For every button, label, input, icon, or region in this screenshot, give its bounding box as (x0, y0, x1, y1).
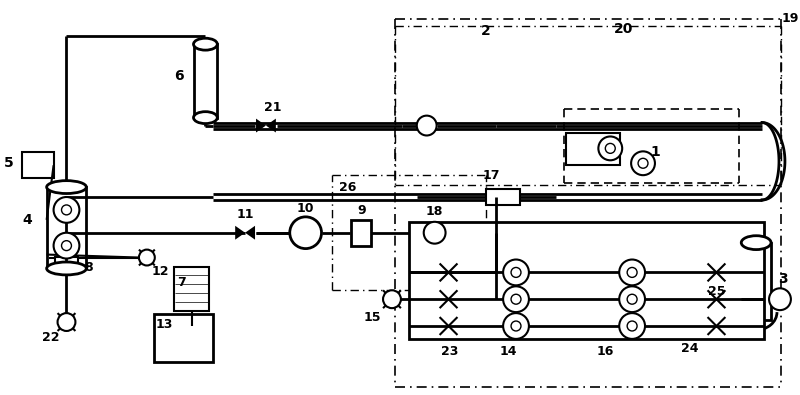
Bar (194, 44, 218, 118)
Text: 12: 12 (152, 265, 170, 278)
Polygon shape (245, 226, 255, 240)
Text: 26: 26 (338, 181, 356, 194)
Bar (54, 256, 78, 275)
Circle shape (54, 197, 79, 223)
Circle shape (619, 260, 645, 285)
Text: 1: 1 (650, 145, 660, 159)
Ellipse shape (46, 262, 86, 275)
Polygon shape (235, 226, 245, 240)
Circle shape (627, 294, 637, 304)
Circle shape (58, 313, 75, 331)
Text: 17: 17 (482, 169, 500, 182)
Circle shape (598, 136, 622, 160)
Text: 13: 13 (156, 318, 173, 331)
Circle shape (503, 313, 529, 339)
Text: 25: 25 (708, 285, 726, 298)
Text: 24: 24 (681, 342, 698, 356)
Circle shape (290, 217, 322, 248)
Circle shape (503, 286, 529, 312)
Circle shape (54, 233, 79, 259)
Bar (154, 314, 214, 362)
Text: 23: 23 (441, 345, 458, 358)
Circle shape (511, 294, 521, 304)
Bar (486, 189, 520, 205)
Bar (566, 134, 620, 165)
Text: 19: 19 (782, 12, 799, 25)
Text: 15: 15 (363, 310, 381, 324)
Bar (742, 243, 771, 320)
Bar (351, 220, 371, 246)
Circle shape (503, 260, 529, 285)
Text: 5: 5 (4, 156, 14, 170)
Text: 6: 6 (174, 69, 183, 83)
Circle shape (62, 205, 71, 215)
Polygon shape (266, 118, 276, 132)
Ellipse shape (46, 181, 86, 194)
Text: 4: 4 (22, 213, 32, 227)
Text: 21: 21 (264, 101, 282, 114)
Circle shape (627, 267, 637, 277)
Text: 11: 11 (236, 209, 254, 221)
Ellipse shape (742, 236, 771, 250)
Ellipse shape (194, 112, 218, 124)
Text: 20: 20 (614, 22, 633, 36)
Bar (409, 222, 764, 339)
Text: 14: 14 (499, 345, 517, 358)
Text: 2: 2 (482, 24, 491, 38)
Text: 7: 7 (177, 276, 186, 289)
Circle shape (606, 143, 615, 153)
Circle shape (511, 321, 521, 331)
Text: 22: 22 (42, 331, 59, 344)
Text: 10: 10 (297, 202, 314, 215)
Polygon shape (256, 118, 266, 132)
Text: 9: 9 (357, 204, 366, 217)
Bar (22, 152, 54, 178)
Bar (46, 187, 86, 269)
Text: 18: 18 (426, 205, 443, 218)
Ellipse shape (194, 38, 218, 50)
Circle shape (511, 267, 521, 277)
Circle shape (62, 241, 71, 250)
Circle shape (619, 286, 645, 312)
Circle shape (769, 288, 791, 310)
Circle shape (139, 250, 155, 265)
Text: 8: 8 (84, 261, 93, 274)
Circle shape (383, 290, 401, 308)
Circle shape (627, 321, 637, 331)
Circle shape (631, 151, 655, 175)
Circle shape (619, 313, 645, 339)
Text: 16: 16 (597, 345, 614, 358)
Bar (174, 267, 210, 311)
Text: 3: 3 (778, 273, 788, 286)
Circle shape (424, 222, 446, 244)
Circle shape (417, 116, 437, 135)
Circle shape (638, 158, 648, 168)
